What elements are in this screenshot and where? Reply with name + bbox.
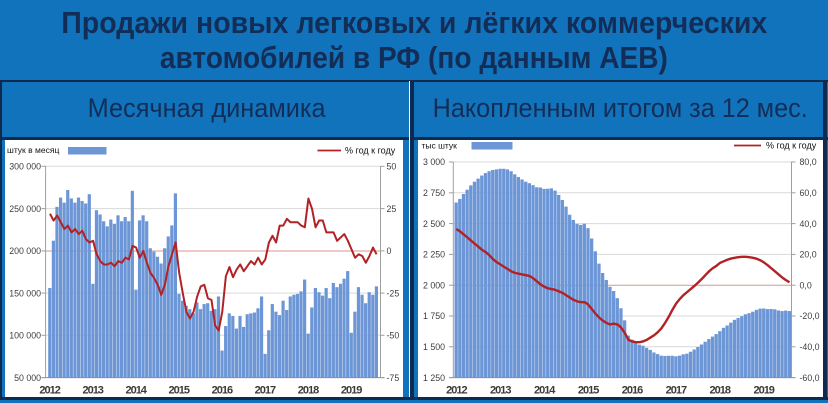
svg-text:2 000: 2 000 bbox=[423, 280, 445, 290]
svg-text:2013: 2013 bbox=[490, 385, 511, 397]
svg-text:2017: 2017 bbox=[255, 385, 276, 397]
svg-text:2015: 2015 bbox=[578, 385, 599, 397]
svg-text:2013: 2013 bbox=[82, 385, 103, 397]
svg-text:2 500: 2 500 bbox=[423, 219, 445, 229]
svg-text:тыс штук: тыс штук bbox=[422, 141, 458, 151]
svg-text:2019: 2019 bbox=[753, 385, 774, 397]
svg-text:150 000: 150 000 bbox=[9, 288, 41, 298]
svg-text:2016: 2016 bbox=[212, 385, 233, 397]
svg-text:50: 50 bbox=[387, 162, 397, 172]
svg-text:% год к году: % год к году bbox=[345, 146, 396, 156]
svg-text:20,0: 20,0 bbox=[800, 250, 817, 260]
svg-text:1 750: 1 750 bbox=[423, 311, 445, 321]
svg-text:60,0: 60,0 bbox=[800, 188, 817, 198]
svg-text:3 000: 3 000 bbox=[423, 157, 445, 167]
svg-text:2 750: 2 750 bbox=[423, 188, 445, 198]
svg-text:2015: 2015 bbox=[169, 385, 190, 397]
svg-text:2014: 2014 bbox=[125, 385, 147, 397]
svg-text:% год к году: % год к году bbox=[766, 141, 817, 151]
svg-text:2018: 2018 bbox=[298, 385, 319, 397]
svg-text:300 000: 300 000 bbox=[9, 162, 41, 172]
svg-text:-60,0: -60,0 bbox=[800, 373, 820, 383]
svg-text:80,0: 80,0 bbox=[800, 157, 817, 167]
svg-text:2017: 2017 bbox=[666, 385, 687, 397]
svg-text:25: 25 bbox=[387, 204, 397, 214]
svg-text:2012: 2012 bbox=[39, 385, 60, 397]
svg-text:2019: 2019 bbox=[341, 385, 362, 397]
svg-text:1 500: 1 500 bbox=[423, 342, 445, 352]
svg-text:-20,0: -20,0 bbox=[800, 311, 820, 321]
svg-text:1 250: 1 250 bbox=[423, 373, 445, 383]
svg-text:-75: -75 bbox=[387, 373, 400, 383]
svg-text:2 250: 2 250 bbox=[423, 250, 445, 260]
svg-text:2014: 2014 bbox=[534, 385, 556, 397]
svg-text:250 000: 250 000 bbox=[9, 204, 41, 214]
svg-text:2016: 2016 bbox=[622, 385, 643, 397]
svg-text:0,0: 0,0 bbox=[800, 280, 812, 290]
svg-text:40,0: 40,0 bbox=[800, 219, 817, 229]
svg-text:50 000: 50 000 bbox=[14, 373, 41, 383]
svg-text:-40,0: -40,0 bbox=[800, 342, 820, 352]
svg-text:-50: -50 bbox=[387, 331, 400, 341]
svg-text:100 000: 100 000 bbox=[9, 331, 41, 341]
svg-text:штук в месяц: штук в месяц bbox=[7, 145, 59, 155]
svg-text:2012: 2012 bbox=[446, 385, 467, 397]
svg-text:2018: 2018 bbox=[710, 385, 731, 397]
svg-text:200 000: 200 000 bbox=[9, 246, 41, 256]
svg-text:0: 0 bbox=[387, 246, 392, 256]
svg-text:-25: -25 bbox=[387, 288, 400, 298]
